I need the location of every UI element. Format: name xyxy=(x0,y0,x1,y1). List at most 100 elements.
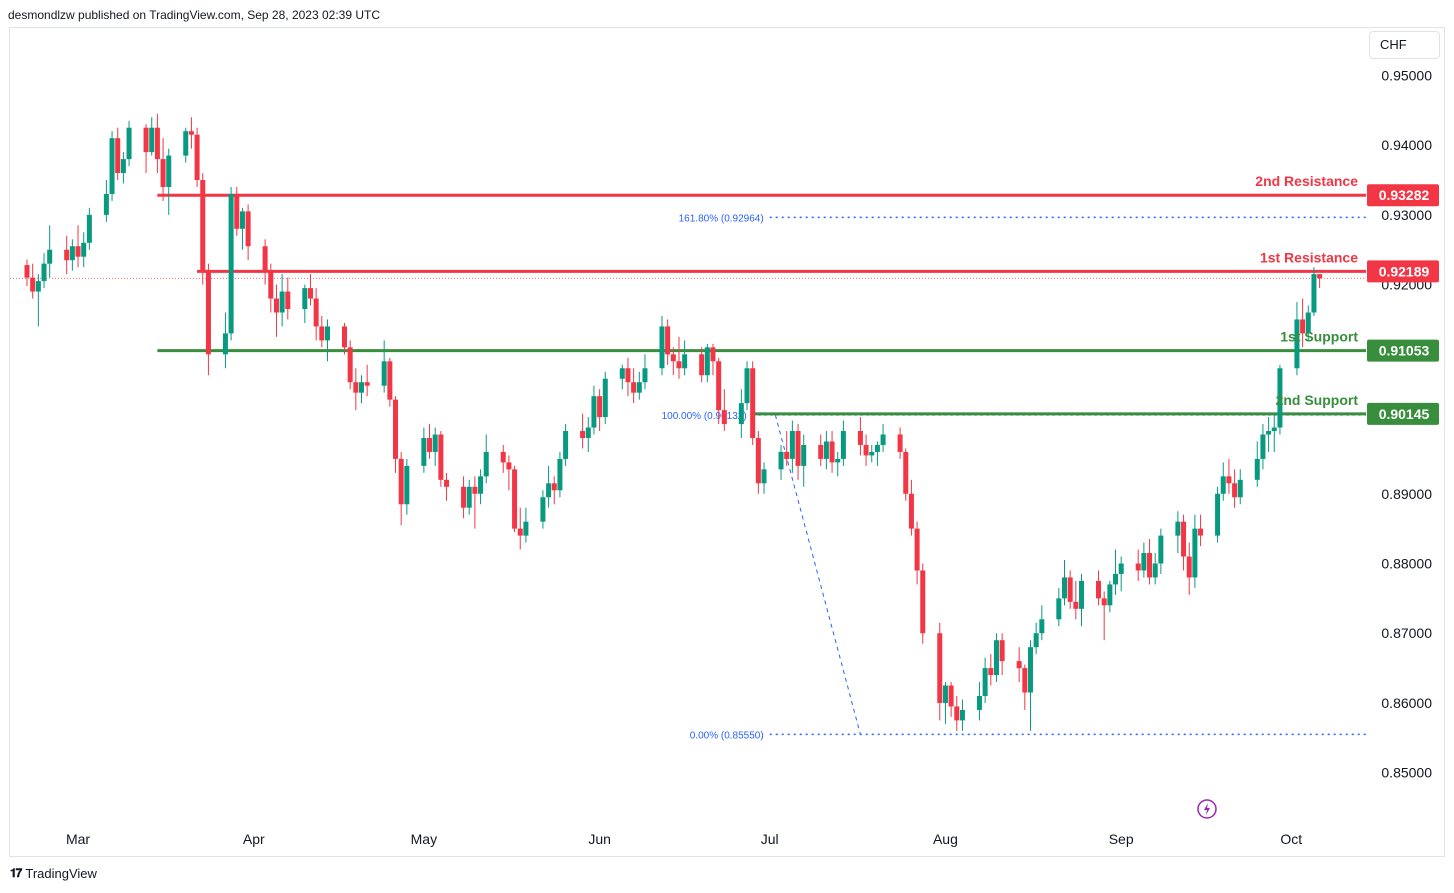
candle-body xyxy=(704,347,710,376)
candle-body xyxy=(1152,563,1158,578)
candle-body xyxy=(81,242,87,257)
candle-body xyxy=(268,270,274,299)
resistance-level-label: 1st Resistance xyxy=(1260,249,1358,265)
candle-body xyxy=(1027,647,1033,693)
x-tick-label: Mar xyxy=(66,831,90,847)
support-level-label: 2nd Support xyxy=(1276,392,1359,408)
candle-body xyxy=(512,469,518,529)
event-bolt-icon xyxy=(1197,799,1217,819)
chart-frame xyxy=(9,27,1445,857)
candle-body xyxy=(546,483,552,498)
candle-body xyxy=(721,410,727,425)
candle-body xyxy=(897,434,903,452)
candle-body xyxy=(404,465,410,505)
candle-body xyxy=(427,437,433,452)
candle-body xyxy=(188,131,194,135)
fib-swing-line xyxy=(774,414,861,735)
candle-body xyxy=(1215,493,1221,536)
tradingview-wordmark: TradingView xyxy=(25,866,97,881)
candle-body xyxy=(364,382,370,386)
candle-body xyxy=(738,403,744,425)
x-tick-label: Jun xyxy=(588,831,611,847)
candle-body xyxy=(461,486,467,508)
x-tick-label: Aug xyxy=(933,831,958,847)
candle-body xyxy=(710,347,716,362)
x-tick-label: Apr xyxy=(243,831,265,847)
candle-body xyxy=(823,441,829,459)
candle-body xyxy=(750,368,756,438)
candle-body xyxy=(200,180,206,271)
candle-body xyxy=(551,483,557,491)
candle-body xyxy=(302,288,308,309)
candle-body xyxy=(636,382,642,393)
candle-body xyxy=(1305,312,1311,334)
currency-button[interactable]: CHF xyxy=(1369,31,1440,59)
candle-body xyxy=(41,263,47,282)
candle-body xyxy=(631,382,637,393)
y-tick-label: 0.88000 xyxy=(1381,555,1432,571)
candle-body xyxy=(585,427,591,438)
x-tick-label: Jul xyxy=(761,831,779,847)
candle-body xyxy=(1277,368,1283,428)
candle-body xyxy=(948,685,954,707)
publisher-caption: desmondlzw published on TradingView.com,… xyxy=(8,8,381,22)
support-level-label: 1st Support xyxy=(1280,329,1358,345)
candle-body xyxy=(166,155,172,187)
candle-body xyxy=(1317,274,1323,279)
candle-body xyxy=(976,695,982,710)
candle-body xyxy=(716,361,722,411)
candle-body xyxy=(557,458,563,491)
candle-body xyxy=(1101,598,1107,606)
candle-body xyxy=(540,497,546,522)
candle-body xyxy=(665,326,671,355)
candle-body xyxy=(1192,528,1198,578)
candle-body xyxy=(438,434,444,480)
price-tag xyxy=(1367,260,1439,283)
candle-body xyxy=(205,270,211,355)
candle-body xyxy=(109,138,115,194)
price-tag-label: 0.93282 xyxy=(1379,187,1430,203)
candle-body xyxy=(920,570,926,634)
candle-body xyxy=(472,486,478,494)
candle-body xyxy=(1022,668,1028,693)
candle-body xyxy=(126,127,132,160)
x-tick-label: Sep xyxy=(1109,831,1134,847)
candle-body xyxy=(30,277,36,292)
price-tag xyxy=(1367,339,1439,362)
candle-body xyxy=(353,382,359,393)
candle-body xyxy=(478,476,484,494)
candle-body xyxy=(523,521,529,536)
candle-body xyxy=(398,458,404,505)
candle-body xyxy=(262,246,268,271)
candle-body xyxy=(1033,633,1039,648)
candle-body xyxy=(761,469,767,484)
candle-body xyxy=(47,249,53,264)
candle-body xyxy=(784,451,790,459)
x-tick-label: Oct xyxy=(1280,831,1302,847)
candle-body xyxy=(1107,584,1113,606)
candle-body xyxy=(517,528,523,536)
candle-body xyxy=(245,211,251,247)
candle-body xyxy=(937,633,943,703)
candle-body xyxy=(154,127,160,160)
candle-body xyxy=(1147,553,1153,578)
candle-body xyxy=(307,288,313,299)
candle-body xyxy=(319,326,325,341)
candle-body xyxy=(835,458,841,463)
candle-body xyxy=(393,399,399,459)
candle-body xyxy=(670,354,676,362)
candle-body xyxy=(483,451,489,477)
candle-body xyxy=(1135,563,1141,571)
y-tick-label: 0.87000 xyxy=(1381,625,1432,641)
candle-body xyxy=(115,138,121,174)
candle-body xyxy=(500,451,506,463)
candle-body xyxy=(234,193,240,229)
candle-body xyxy=(993,640,999,676)
price-tag-label: 0.92189 xyxy=(1379,263,1430,279)
chart-lines-layer: 161.80% (0.92964) 100.00% (0.90132) 0.00% … xyxy=(10,193,1366,741)
y-tick-label: 0.95000 xyxy=(1381,67,1432,83)
candle-body xyxy=(591,396,597,428)
chart-candles-layer xyxy=(24,113,1323,731)
fib-level-label: 100.00% (0.90132) xyxy=(662,411,747,422)
